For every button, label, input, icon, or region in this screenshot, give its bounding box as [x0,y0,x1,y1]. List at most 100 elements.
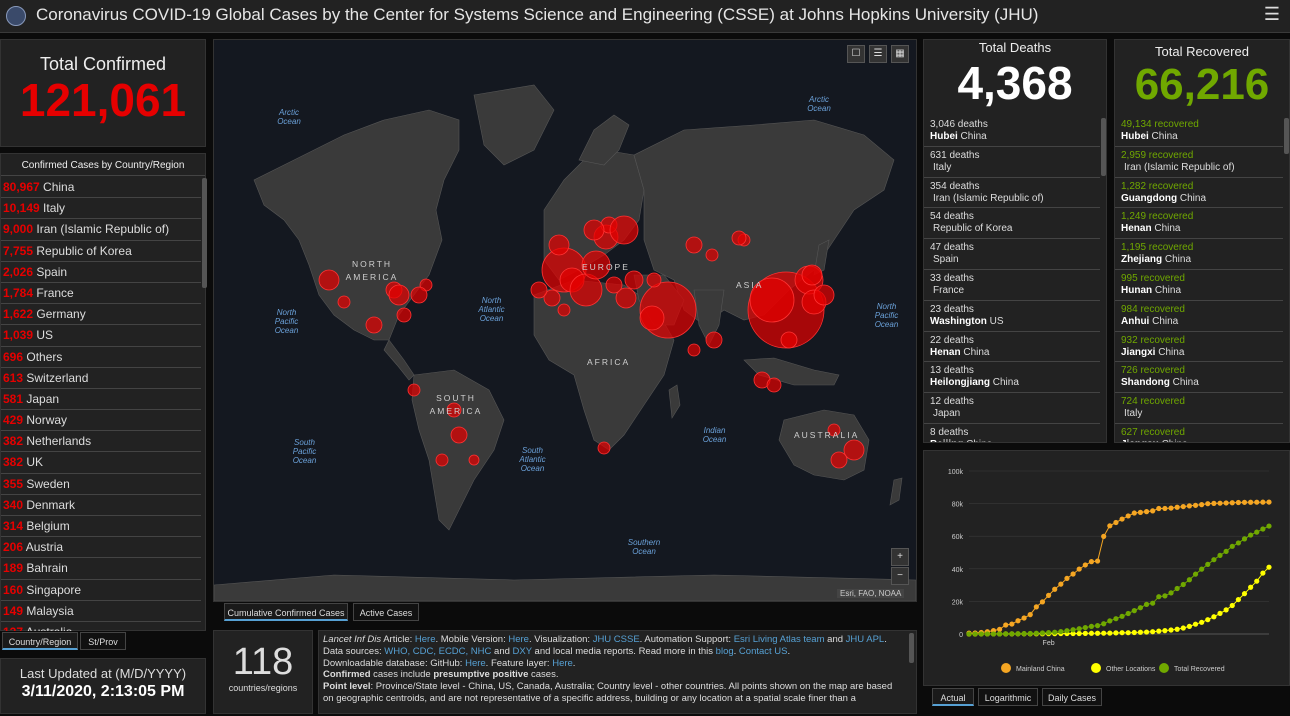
data-sources-link[interactable]: WHO, CDC, ECDC, NHC [384,645,492,657]
deaths-list-item[interactable]: 631 deaths Italy [924,147,1100,178]
confirmed-list-item[interactable]: 382 UK [1,452,201,474]
recovered-list-item[interactable]: 49,134 recovered Hubei China [1115,116,1283,147]
recovered-list-item[interactable]: 995 recovered Hunan China [1115,270,1283,301]
case-bubble[interactable] [530,281,548,299]
confirmed-list-scrollbar[interactable] [202,178,207,288]
case-bubble[interactable] [615,287,637,309]
recovered-list-item[interactable]: 2,959 recovered Iran (Islamic Republic of… [1115,147,1283,178]
tab-state-province[interactable]: St/Prov [80,632,126,650]
recovered-list-item[interactable]: 724 recovered Italy [1115,393,1283,424]
contact-us-link[interactable]: Contact US [738,645,788,657]
zoom-in-button[interactable]: + [891,548,909,566]
case-bubble[interactable] [605,276,623,294]
lancet-link[interactable]: Here [414,634,436,645]
recovered-list-item[interactable]: 932 recovered Jiangxi China [1115,332,1283,363]
case-bubble[interactable] [731,230,747,246]
recovered-list[interactable]: 49,134 recovered Hubei China 2,959 recover… [1115,116,1283,442]
case-bubble[interactable] [749,277,795,323]
feature-layer-link[interactable]: Here [552,657,573,669]
case-bubbles[interactable] [318,215,865,469]
github-link[interactable]: Here [465,657,486,669]
recovered-list-item[interactable]: 1,195 recovered Zhejiang China [1115,239,1283,270]
case-bubble[interactable] [407,383,421,397]
confirmed-list[interactable]: 80,967 China 10,149 Italy 9,000 Iran (Isla… [1,177,201,631]
case-bubble[interactable] [780,331,798,349]
deaths-list[interactable]: 3,046 deaths Hubei China 631 deaths Italy 35… [924,116,1100,442]
case-bubble[interactable] [624,270,644,290]
deaths-list-scrollbar[interactable] [1101,118,1106,176]
tab-actual[interactable]: Actual [932,688,974,706]
confirmed-list-item[interactable]: 613 Switzerland [1,368,201,389]
bookmark-icon[interactable]: ☐ [847,45,865,63]
deaths-list-item[interactable]: 13 deaths Heilongjiang China [924,362,1100,394]
deaths-list-item[interactable]: 354 deaths Iran (Islamic Republic of) [924,178,1100,209]
case-bubble[interactable] [583,219,605,241]
deaths-list-item[interactable]: 3,046 deaths Hubei China [924,116,1100,147]
jhu-apl-link[interactable]: JHU APL [845,634,885,645]
tab-active-cases[interactable]: Active Cases [353,603,419,621]
tab-cumulative-confirmed[interactable]: Cumulative Confirmed Cases [224,603,348,621]
case-bubble[interactable] [446,402,462,418]
confirmed-list-item[interactable]: 189 Bahrain [1,558,201,580]
case-bubble[interactable] [388,284,410,306]
confirmed-list-item[interactable]: 581 Japan [1,389,201,411]
confirmed-list-item[interactable]: 314 Belgium [1,516,201,538]
map-panel[interactable]: Arctic Ocean Arctic Ocean North Pacific … [213,39,917,602]
legend-list-icon[interactable]: ☰ [869,45,887,63]
case-bubble[interactable] [450,426,468,444]
recovered-list-item[interactable]: 984 recovered Anhui China [1115,301,1283,332]
esri-living-atlas-link[interactable]: Esri Living Atlas team [733,634,825,645]
tab-daily-cases[interactable]: Daily Cases [1042,688,1102,706]
deaths-list-item[interactable]: 12 deaths Japan [924,393,1100,424]
basemap-gallery-icon[interactable]: ▦ [891,45,909,63]
case-bubble[interactable] [435,453,449,467]
confirmed-list-item[interactable]: 1,784 France [1,283,201,305]
case-bubble[interactable] [766,377,782,393]
jhu-csse-link[interactable]: JHU CSSE [592,634,640,645]
zoom-out-button[interactable]: − [891,567,909,585]
case-bubble[interactable] [830,451,848,469]
recovered-list-scrollbar[interactable] [1284,118,1289,154]
deaths-list-item[interactable]: 54 deaths Republic of Korea [924,208,1100,240]
info-scrollbar[interactable] [909,633,914,663]
mobile-version-link[interactable]: Here [508,634,529,645]
world-map[interactable] [214,40,916,601]
dxy-link[interactable]: DXY [512,645,532,657]
case-bubble[interactable] [687,343,701,357]
recovered-list-item[interactable]: 726 recovered Shandong China [1115,362,1283,394]
case-bubble[interactable] [705,248,719,262]
confirmed-list-item[interactable]: 1,622 Germany [1,304,201,326]
case-bubble[interactable] [597,441,611,455]
confirmed-list-item[interactable]: 7,755 Republic of Korea [1,241,201,262]
tab-country-region[interactable]: Country/Region [2,632,78,650]
confirmed-list-item[interactable]: 149 Malaysia [1,601,201,622]
confirmed-list-item[interactable]: 696 Others [1,347,201,368]
confirmed-list-item[interactable]: 10,149 Italy [1,198,201,220]
deaths-list-item[interactable]: 23 deaths Washington US [924,301,1100,332]
confirmed-list-item[interactable]: 1,039 US [1,325,201,347]
case-bubble[interactable] [548,234,570,256]
case-bubble[interactable] [396,307,412,323]
case-bubble[interactable] [365,316,383,334]
case-bubble[interactable] [705,331,723,349]
blog-link[interactable]: blog [715,645,734,657]
confirmed-list-item[interactable]: 80,967 China [1,177,201,199]
confirmed-list-item[interactable]: 160 Singapore [1,580,201,601]
case-bubble[interactable] [843,439,865,461]
case-bubble[interactable] [827,423,841,437]
confirmed-list-item[interactable]: 127 Australia [1,622,201,631]
confirmed-list-item[interactable]: 382 Netherlands [1,431,201,453]
case-bubble[interactable] [468,454,480,466]
recovered-list-item[interactable]: 1,249 recovered Henan China [1115,208,1283,240]
confirmed-list-item[interactable]: 9,000 Iran (Islamic Republic of) [1,219,201,241]
confirmed-list-item[interactable]: 355 Sweden [1,474,201,495]
menu-icon[interactable]: ☰ [1263,4,1280,24]
case-bubble[interactable] [685,236,703,254]
tab-logarithmic[interactable]: Logarithmic [978,688,1038,706]
case-bubble[interactable] [557,303,571,317]
deaths-list-item[interactable]: 22 deaths Henan China [924,332,1100,363]
confirmed-list-item[interactable]: 206 Austria [1,537,201,559]
case-bubble[interactable] [337,295,351,309]
case-bubble[interactable] [318,269,340,291]
deaths-list-item[interactable]: 33 deaths France [924,270,1100,301]
